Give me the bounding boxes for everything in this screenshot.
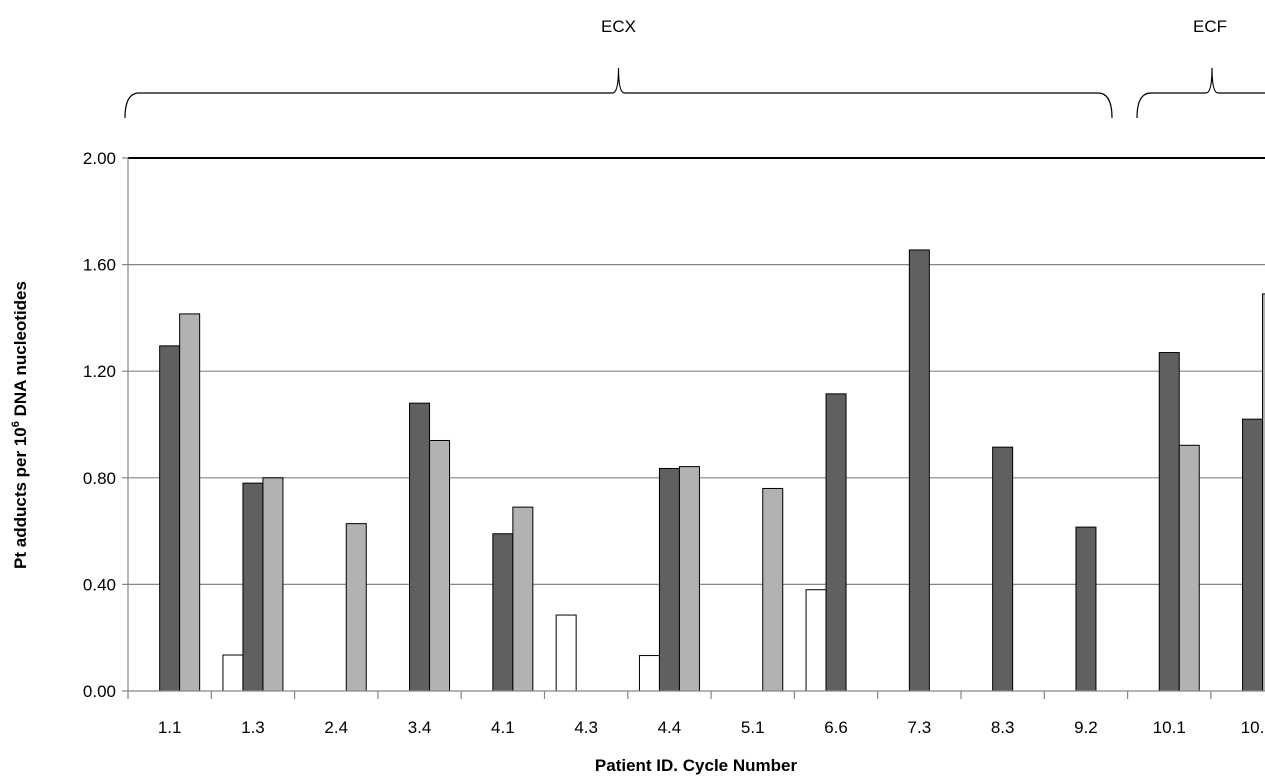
bar (992, 446, 1014, 692)
x-tick-label: 2.4 (324, 718, 348, 737)
y-axis-title: Pt adducts per 106 DNA nucleotides (10, 281, 30, 569)
bar (1262, 293, 1265, 692)
bar (1178, 444, 1200, 692)
y-axis-title-superscript: 6 (10, 421, 22, 427)
bar (805, 589, 827, 692)
bar (825, 393, 847, 692)
bar (345, 523, 367, 692)
x-tick-label: 6.6 (824, 718, 848, 737)
bar (429, 439, 451, 692)
y-axis-title-main: Pt adducts per 10 (11, 427, 30, 569)
bar (678, 466, 700, 692)
x-tick-label: 3.4 (408, 718, 432, 737)
bar (242, 482, 264, 692)
x-tick-label: 10. (1241, 718, 1265, 737)
bar (908, 249, 930, 692)
bar (179, 313, 201, 692)
y-tick-labels: 0.00 0.40 0.80 1.20 1.60 2.00 (83, 149, 116, 701)
bar (222, 654, 244, 692)
bar (762, 487, 784, 692)
bar (1158, 352, 1180, 692)
bar (1242, 418, 1264, 692)
bar (409, 402, 431, 692)
x-tick-label: 4.1 (491, 718, 515, 737)
bar (159, 345, 181, 692)
y-tick-label: 1.20 (83, 362, 116, 381)
x-tick-label: 8.3 (991, 718, 1015, 737)
group-label: ECF (1193, 17, 1227, 36)
y-tick-label: 2.00 (83, 149, 116, 168)
bar (638, 655, 660, 692)
axes (122, 157, 1265, 699)
y-tick-label: 1.60 (83, 256, 116, 275)
x-tick-label: 4.3 (574, 718, 598, 737)
y-tick-label: 0.40 (83, 575, 116, 594)
bar (512, 506, 534, 692)
y-axis-title-rest: DNA nucleotides (11, 281, 30, 421)
group-brackets: ECX ECF (124, 17, 1265, 119)
x-tick-label: 1.3 (241, 718, 265, 737)
bar (262, 477, 284, 692)
x-tick-label: 4.4 (658, 718, 682, 737)
x-tick-label: 1.1 (158, 718, 182, 737)
x-tick-label: 10.1 (1153, 718, 1186, 737)
y-tick-label: 0.80 (83, 469, 116, 488)
x-axis-title: Patient ID. Cycle Number (595, 756, 798, 775)
x-tick-label: 7.3 (908, 718, 932, 737)
x-tick-label: 9.2 (1074, 718, 1098, 737)
bar (1075, 526, 1097, 692)
y-tick-label: 0.00 (83, 682, 116, 701)
x-tick-labels: 1.1 1.3 2.4 3.4 4.1 4.3 4.4 5.1 6.6 7.3 8.3 9.2 10.1… (158, 718, 1265, 737)
bar (658, 467, 680, 692)
bar (555, 614, 577, 692)
x-tick-label: 5.1 (741, 718, 765, 737)
group-label: ECX (601, 17, 636, 36)
bar (492, 533, 514, 692)
group-brace (124, 67, 1113, 119)
bars (159, 249, 1265, 692)
group-brace (1136, 67, 1265, 119)
